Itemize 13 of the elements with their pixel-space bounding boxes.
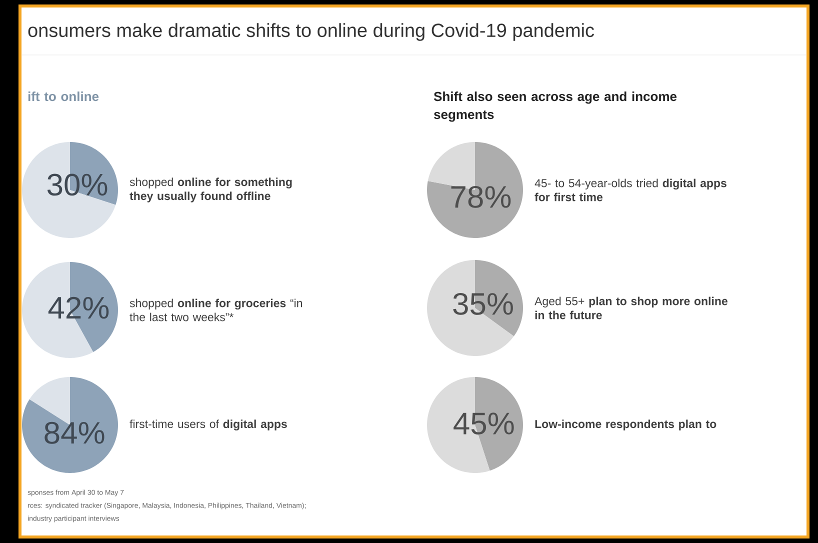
text: onsumers make dramatic shifts to online during Covid-19 pandemic [28,23,594,41]
text: Shift also seen across age and income segments [434,92,677,122]
text: Aged 55+ plan to shop more online in the future [534,296,728,320]
data-label: 35% [453,292,513,315]
text: Low-income respondents plan to [535,420,716,430]
text: shopped online for something they usually found offline [130,178,292,202]
text: 45- to 54-year-olds tried digital apps for first time [534,178,726,202]
data-label: 45% [454,412,514,434]
text: first-time users of digital apps [130,420,287,430]
text: shopped online for groceries “in the last two weeks”* [130,298,302,322]
chart-subtitle: ift to online [28,92,99,102]
data-label: 84% [44,422,104,444]
data-label: 78% [451,186,511,208]
